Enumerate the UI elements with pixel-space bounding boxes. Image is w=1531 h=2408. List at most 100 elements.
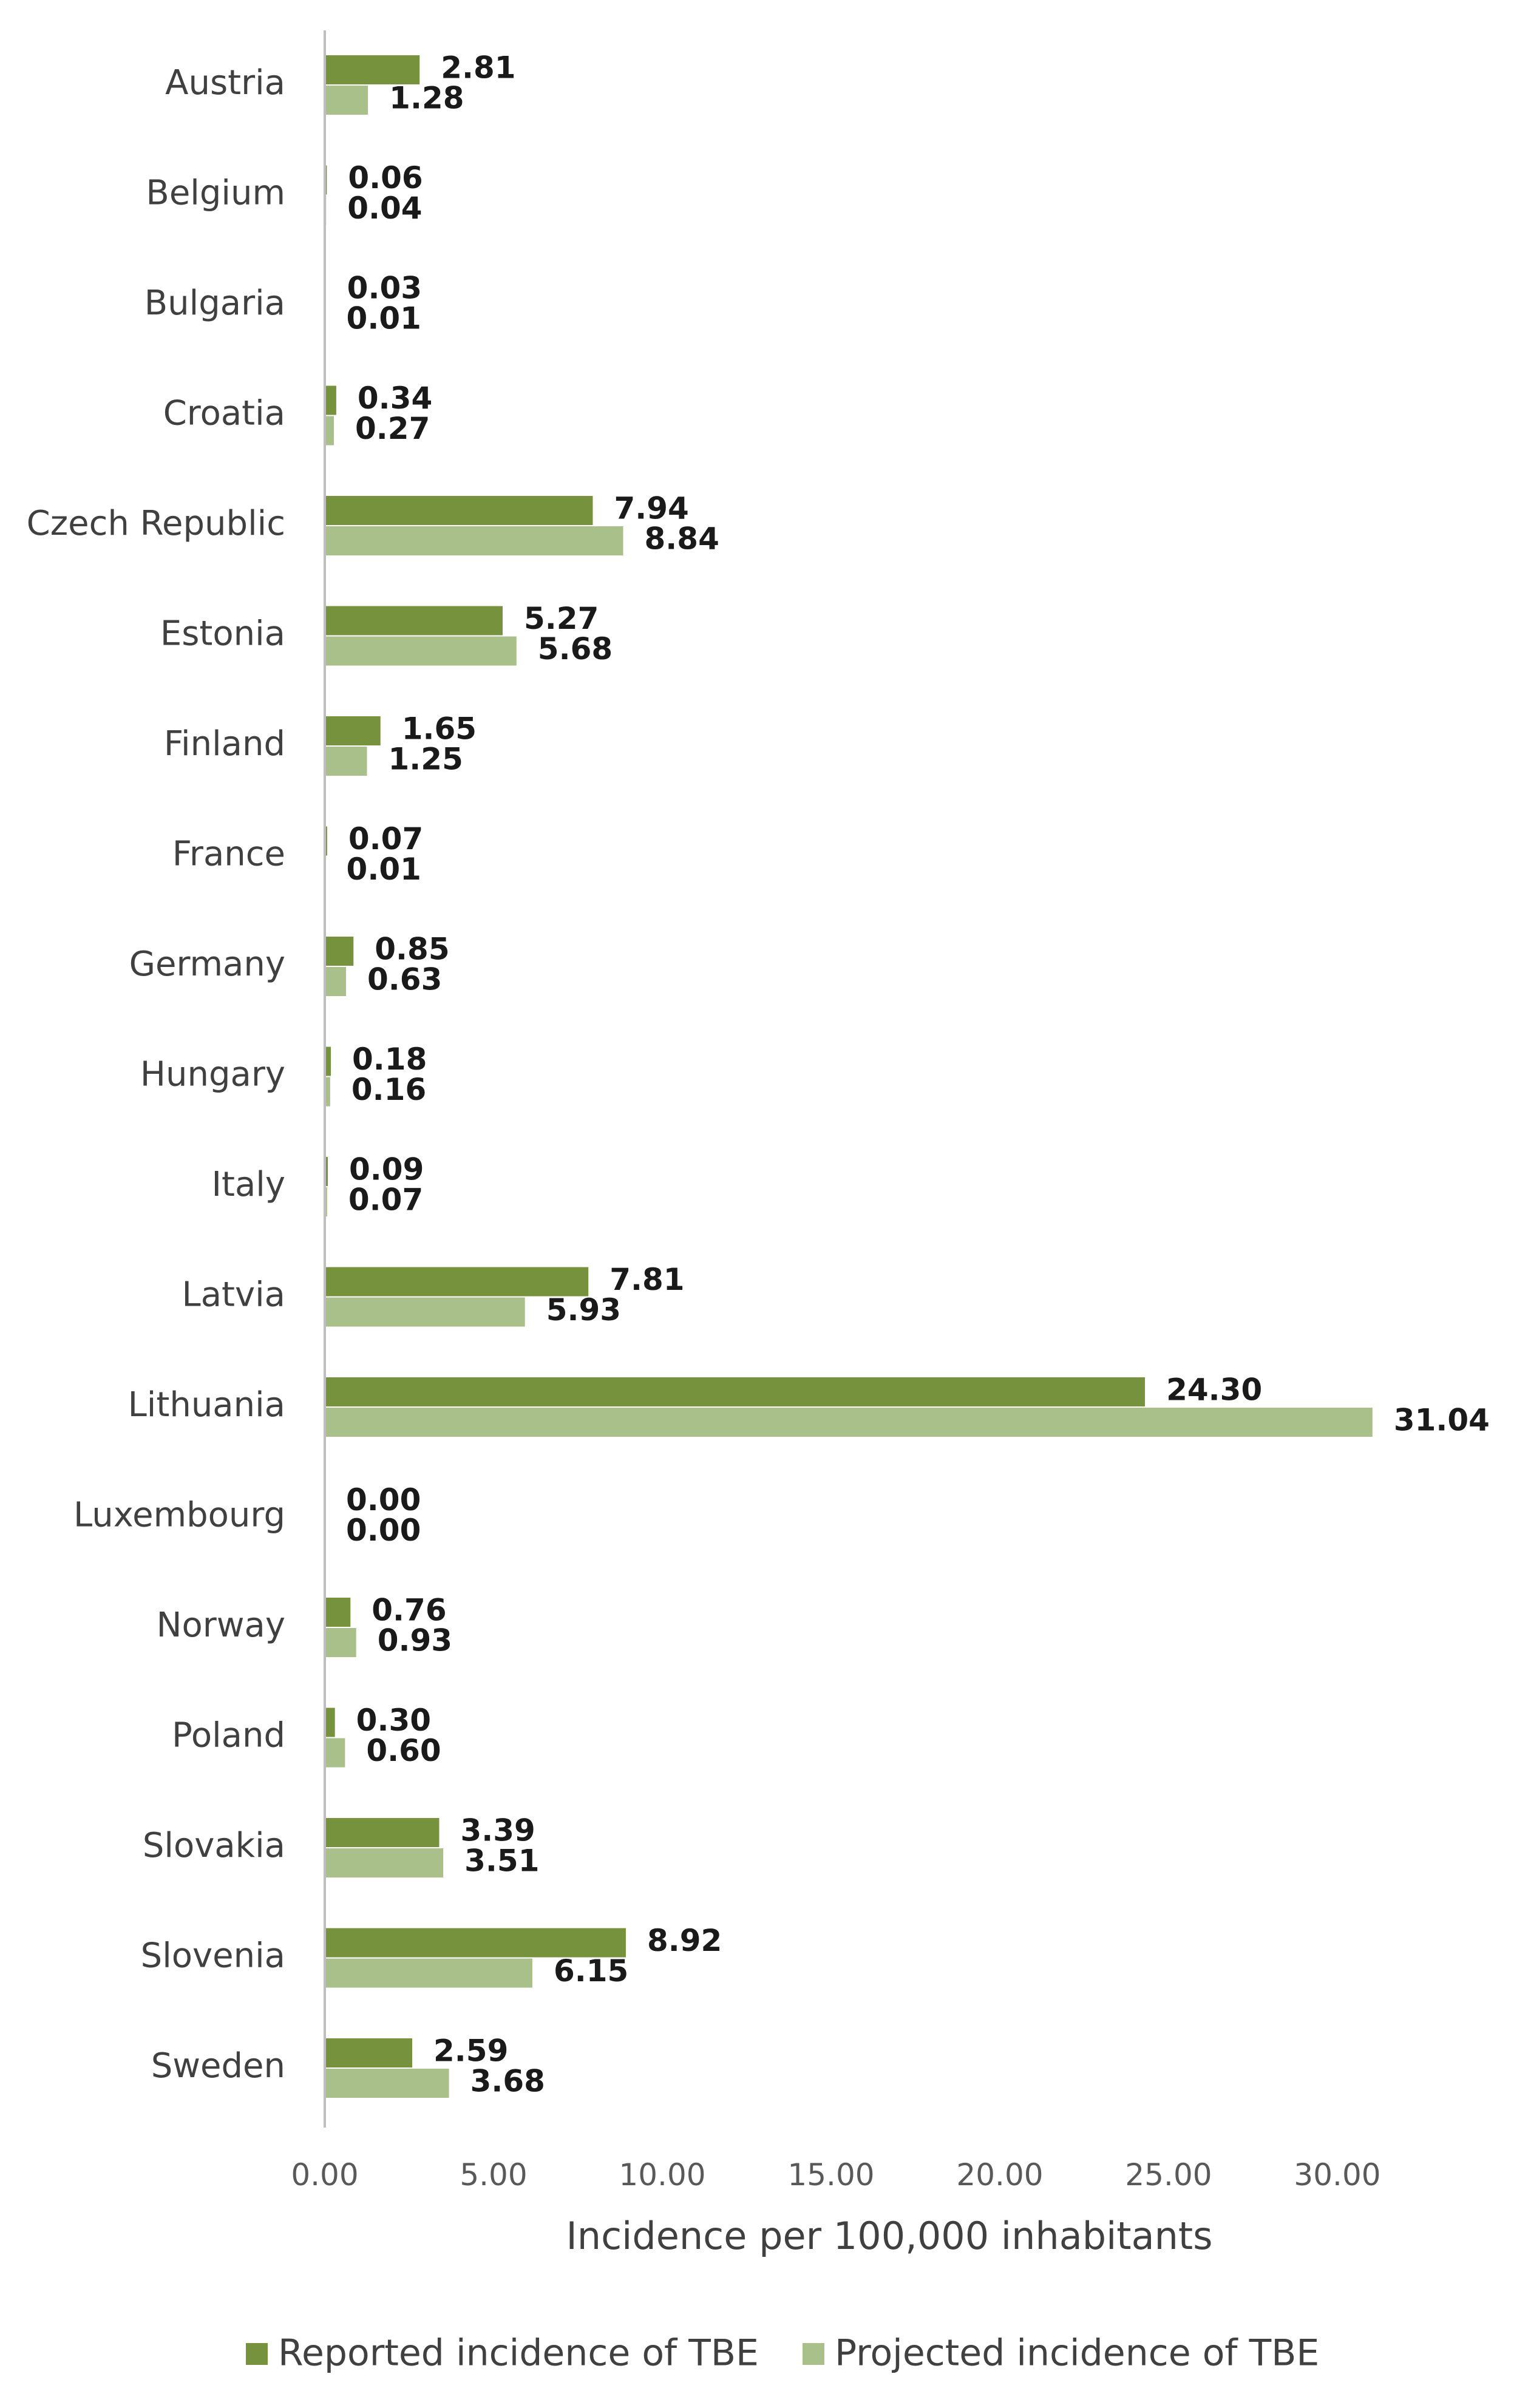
bar-projected-slovakia	[325, 1848, 444, 1877]
category-label-luxembourg: Luxembourg	[73, 1496, 285, 1535]
value-label-projected-latvia: 5.93	[546, 1292, 621, 1328]
bar-reported-hungary	[325, 1046, 331, 1076]
value-label-reported-france: 0.07	[348, 821, 423, 856]
bar-projected-croatia	[325, 416, 334, 446]
x-tick-label: 15.00	[787, 2157, 874, 2193]
value-label-projected-germany: 0.63	[367, 962, 442, 997]
category-label-norway: Norway	[157, 1606, 285, 1645]
category-label-slovenia: Slovenia	[141, 1936, 285, 1976]
category-label-poland: Poland	[172, 1716, 285, 1755]
value-label-reported-luxembourg: 0.00	[346, 1482, 421, 1518]
legend-label-reported: Reported incidence of TBE	[278, 2332, 759, 2375]
bar-reported-finland	[325, 716, 381, 745]
category-label-estonia: Estonia	[160, 614, 285, 654]
bar-projected-czech-republic	[325, 526, 623, 555]
bar-reported-czech-republic	[325, 496, 593, 525]
category-label-latvia: Latvia	[182, 1275, 286, 1315]
value-label-reported-slovakia: 3.39	[460, 1813, 535, 1848]
bar-reported-slovenia	[325, 1928, 626, 1958]
bar-reported-sweden	[325, 2038, 413, 2067]
category-label-germany: Germany	[129, 945, 285, 984]
value-label-projected-luxembourg: 0.00	[346, 1513, 421, 1548]
value-label-reported-croatia: 0.34	[358, 381, 432, 416]
value-label-reported-italy: 0.09	[349, 1152, 424, 1187]
value-label-projected-austria: 1.28	[389, 81, 464, 116]
bar-reported-italy	[325, 1157, 328, 1186]
bar-projected-estonia	[325, 636, 517, 666]
x-tick-label: 10.00	[619, 2157, 705, 2193]
category-label-sweden: Sweden	[151, 2046, 285, 2086]
x-tick-label: 5.00	[460, 2157, 527, 2193]
bar-projected-norway	[325, 1628, 356, 1657]
value-label-projected-poland: 0.60	[366, 1733, 441, 1768]
value-label-projected-slovakia: 3.51	[464, 1843, 539, 1879]
value-label-reported-czech-republic: 7.94	[614, 491, 688, 526]
bar-projected-austria	[325, 86, 368, 115]
bar-projected-germany	[325, 967, 347, 996]
value-labels: 2.811.280.060.040.030.010.340.277.948.84…	[346, 50, 1490, 2099]
value-label-projected-bulgaria: 0.01	[347, 301, 421, 336]
category-label-hungary: Hungary	[140, 1055, 285, 1094]
category-label-finland: Finland	[164, 724, 285, 764]
category-label-italy: Italy	[212, 1165, 286, 1204]
value-label-projected-italy: 0.07	[348, 1182, 423, 1218]
bar-projected-latvia	[325, 1297, 525, 1327]
value-label-projected-lithuania: 31.04	[1394, 1403, 1490, 1438]
bar-reported-germany	[325, 937, 354, 966]
bar-reported-latvia	[325, 1267, 589, 1297]
value-label-reported-latvia: 7.81	[609, 1262, 684, 1297]
category-label-bulgaria: Bulgaria	[144, 283, 285, 323]
value-label-reported-finland: 1.65	[402, 711, 477, 747]
category-label-france: France	[172, 835, 285, 874]
value-label-reported-estonia: 5.27	[524, 601, 599, 636]
value-label-reported-sweden: 2.59	[433, 2033, 508, 2069]
category-label-lithuania: Lithuania	[128, 1385, 285, 1425]
x-axis-ticks: 0.00 5.00 10.00 15.00 20.00 25.00 30.00	[291, 2157, 1380, 2193]
bar-projected-sweden	[325, 2069, 449, 2098]
value-label-projected-czech-republic: 8.84	[645, 521, 719, 557]
x-tick-label: 0.00	[291, 2157, 358, 2193]
category-label-slovakia: Slovakia	[143, 1826, 285, 1865]
bars-group	[325, 55, 1373, 2098]
legend-swatch-reported	[246, 2343, 268, 2365]
category-labels: Austria Belgium Bulgaria Croatia Czech Repub…	[27, 63, 285, 2086]
value-label-reported-belgium: 0.06	[348, 160, 423, 195]
value-label-projected-norway: 0.93	[378, 1623, 452, 1658]
bar-projected-slovenia	[325, 1958, 532, 1988]
value-label-reported-lithuania: 24.30	[1166, 1372, 1262, 1408]
category-label-croatia: Croatia	[163, 394, 285, 433]
x-tick-label: 25.00	[1125, 2157, 1212, 2193]
bar-projected-lithuania	[325, 1408, 1373, 1437]
value-label-reported-slovenia: 8.92	[647, 1923, 722, 1958]
bar-reported-lithuania	[325, 1377, 1146, 1406]
bar-projected-poland	[325, 1738, 345, 1768]
legend: Reported incidence of TBE Projected incid…	[246, 2332, 1319, 2375]
bar-reported-austria	[325, 55, 420, 84]
value-label-reported-germany: 0.85	[375, 932, 449, 967]
x-tick-label: 30.00	[1294, 2157, 1380, 2193]
bar-projected-finland	[325, 747, 367, 776]
bar-projected-hungary	[325, 1077, 330, 1107]
x-tick-label: 20.00	[956, 2157, 1043, 2193]
value-label-projected-croatia: 0.27	[355, 411, 430, 446]
value-label-projected-sweden: 3.68	[470, 2064, 545, 2099]
value-label-reported-hungary: 0.18	[352, 1042, 427, 1077]
value-label-reported-norway: 0.76	[372, 1593, 446, 1628]
category-label-czech-republic: Czech Republic	[27, 504, 285, 543]
value-label-projected-belgium: 0.04	[347, 191, 422, 226]
value-label-reported-bulgaria: 0.03	[347, 271, 422, 306]
value-label-reported-poland: 0.30	[356, 1703, 431, 1738]
category-label-belgium: Belgium	[146, 174, 285, 213]
bar-reported-slovakia	[325, 1818, 440, 1847]
value-label-reported-austria: 2.81	[441, 50, 515, 86]
bar-reported-estonia	[325, 606, 503, 636]
bar-reported-norway	[325, 1598, 351, 1627]
value-label-projected-france: 0.01	[347, 852, 421, 887]
bar-reported-croatia	[325, 385, 336, 415]
value-label-projected-estonia: 5.68	[538, 631, 613, 666]
value-label-projected-slovenia: 6.15	[554, 1953, 628, 1989]
x-axis-title: Incidence per 100,000 inhabitants	[566, 2214, 1212, 2258]
value-label-projected-hungary: 0.16	[351, 1072, 426, 1107]
category-label-austria: Austria	[165, 63, 285, 103]
